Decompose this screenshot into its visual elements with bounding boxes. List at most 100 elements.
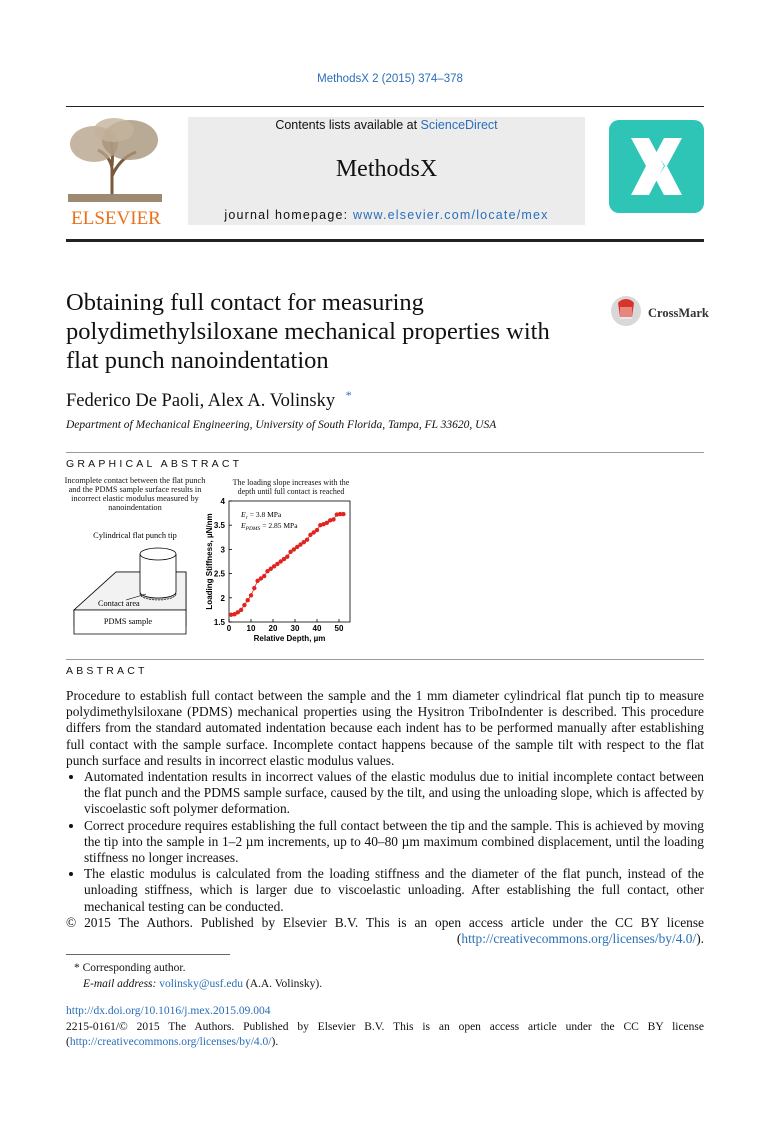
data-point [278, 559, 283, 564]
doi-block: http://dx.doi.org/10.1016/j.mex.2015.09.… [66, 1004, 704, 1051]
email-owner: (A.A. Volinsky). [245, 977, 323, 990]
chart-title: The loading slope increases with the dep… [232, 478, 350, 496]
contents-line: Contents lists available at ScienceDirec… [188, 118, 585, 132]
data-point [258, 576, 264, 581]
annotation-symbol: E [240, 510, 246, 519]
x-tick-label: 0 [227, 624, 232, 633]
logo-chevron [631, 138, 664, 195]
data-point [268, 566, 273, 571]
annotation-subscript: PDMS [245, 526, 261, 532]
article-title: Obtaining full contact for measuring pol… [66, 289, 550, 374]
elsevier-logo: ELSEVIER [66, 118, 164, 229]
authors-line: Federico De Paoli, Alex A. Volinsky * [66, 388, 352, 412]
x-axis-label: Relative Depth, µm [254, 634, 326, 643]
homepage-line: journal homepage: www.elsevier.com/locat… [188, 208, 585, 222]
data-point [232, 612, 237, 617]
bullet: The elastic modulus is calculated from t… [84, 866, 704, 915]
chart-title-box: The loading slope increases with the dep… [232, 478, 350, 496]
email-line: E-mail address: volinsky@usf.edu (A.A. V… [74, 977, 322, 993]
data-point [242, 602, 247, 608]
ground [68, 194, 162, 202]
journal-ref-line: MethodsX 2 (2015) 374–378 [0, 73, 780, 85]
methodsx-logo [609, 120, 704, 213]
y-tick-label: 2 [221, 594, 226, 603]
x-tick-label: 30 [291, 624, 300, 633]
ga-diagram: Incomplete contact between the flat punc… [64, 476, 206, 635]
annotation-subscript: r [246, 515, 249, 521]
sample-side [73, 609, 187, 635]
issn-license-end: ). [271, 1036, 279, 1048]
sciencedirect-link[interactable]: ScienceDirect [420, 118, 498, 132]
annotation-text: = 3.8 MPa [250, 510, 282, 519]
license-end: ). [696, 931, 704, 947]
pointer [125, 593, 147, 601]
data-point [328, 518, 333, 523]
thick-rule [66, 239, 704, 242]
contents-text: Contents lists available at [275, 118, 418, 132]
data-point [314, 527, 320, 533]
issn-line: 2215-0161/© 2015 The Authors. Published … [66, 1020, 704, 1051]
data-point [301, 539, 306, 545]
cylinder-body [139, 554, 177, 599]
data-point [248, 593, 254, 598]
data-point [304, 537, 310, 542]
email-link[interactable]: volinsky@usf.edu [159, 977, 243, 990]
sample-label: PDMS sample [104, 617, 152, 626]
data-point [298, 542, 303, 547]
data-point [331, 517, 336, 522]
email-label: E-mail address: [83, 977, 157, 990]
homepage-url[interactable]: www.elsevier.com/locate/mex [352, 208, 549, 222]
section-heading: ABSTRACT [66, 665, 148, 677]
corresponding-note: * Corresponding author. [74, 962, 186, 974]
cylinder-top [139, 547, 177, 561]
x-tick-label: 20 [269, 624, 278, 633]
journal-name: MethodsX [335, 156, 438, 182]
data-point [255, 578, 260, 584]
corresponding-marker[interactable]: * [345, 388, 352, 402]
stiffness-chart: The loading slope increases with the dep… [205, 478, 351, 643]
data-point [252, 585, 257, 591]
contact-label: Contact area [98, 599, 140, 608]
data-point [262, 573, 267, 579]
data-point [235, 610, 240, 615]
data-point [288, 549, 293, 555]
footnote-rule [66, 954, 230, 955]
crossmark-mark [620, 307, 632, 319]
data-point [295, 544, 300, 550]
crossmark-text: CrossMark [648, 306, 709, 320]
x-tick-label: 40 [313, 624, 322, 633]
data-point [321, 522, 326, 527]
y-tick-label: 3 [221, 545, 226, 554]
data-point [229, 612, 234, 617]
bullet: Correct procedure requires establishing … [84, 818, 704, 867]
y-tick-label: 1.5 [214, 618, 226, 627]
ga-caption: Incomplete contact between the flat punc… [64, 476, 206, 512]
y-tick-label: 4 [221, 497, 226, 506]
publisher-name: ELSEVIER [71, 208, 161, 229]
doi-link[interactable]: http://dx.doi.org/10.1016/j.mex.2015.09.… [66, 1005, 271, 1017]
data-point [324, 520, 330, 525]
bullet: Automated indentation results in incorre… [84, 769, 704, 818]
data-point [291, 547, 297, 552]
abstract-bullets: Automated indentation results in incorre… [66, 769, 704, 915]
data-point [281, 556, 287, 562]
issn-license-link[interactable]: http://creativecommons.org/licenses/by/4… [69, 1036, 272, 1048]
license-link[interactable]: http://creativecommons.org/licenses/by/4… [461, 931, 697, 947]
data-point [265, 568, 270, 574]
y-tick-label: 3.5 [214, 521, 226, 530]
x-tick-label: 50 [335, 624, 344, 633]
rule [66, 106, 704, 107]
footnote-block: * Corresponding author. E-mail address: … [74, 961, 322, 992]
annotation-symbol: E [240, 521, 246, 530]
crossmark-mark [618, 299, 634, 317]
tip-label: Cylindrical flat punch tip [93, 531, 177, 540]
data-point [245, 598, 250, 603]
data-point [271, 564, 277, 569]
annotation: EPDMS = 2.85 MPa [240, 521, 298, 532]
crossmark-badge[interactable]: CrossMark [610, 293, 710, 333]
journal-ref[interactable]: MethodsX 2 (2015) 374–378 [317, 73, 463, 85]
affiliation: Department of Mechanical Engineering, Un… [66, 419, 497, 431]
data-point [334, 512, 339, 517]
rule [66, 659, 704, 660]
